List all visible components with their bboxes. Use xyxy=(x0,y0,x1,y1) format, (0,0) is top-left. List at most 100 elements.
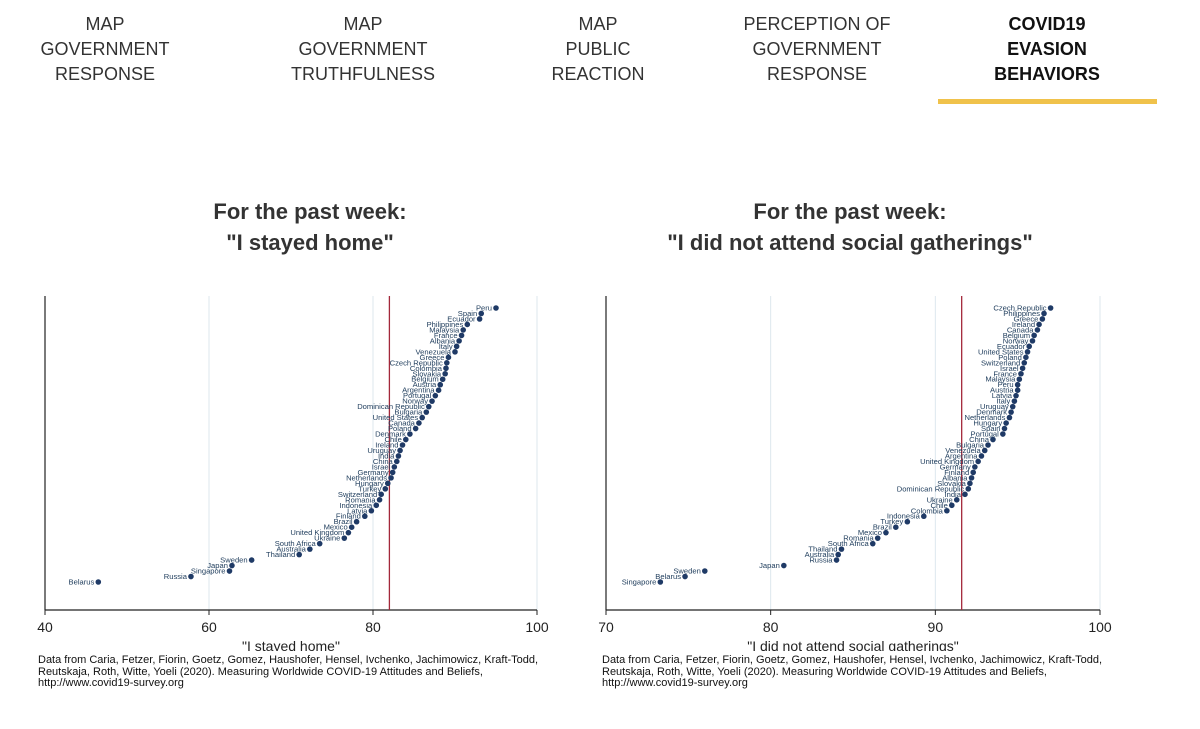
data-point xyxy=(835,551,841,558)
nav-label-line: RESPONSE xyxy=(766,64,868,84)
active-tab-underline xyxy=(938,99,1157,104)
data-point xyxy=(968,475,975,481)
data-point xyxy=(307,546,313,552)
data-point xyxy=(397,447,403,454)
data-point xyxy=(464,321,471,328)
nav-label-line: MAP xyxy=(578,14,618,34)
data-point xyxy=(296,551,303,558)
data-point xyxy=(399,442,406,448)
chart-title-stayed-home: For the past week: "I stayed home" xyxy=(60,196,560,258)
point-label: Singapore xyxy=(622,578,657,587)
data-point xyxy=(1041,310,1047,317)
point-label: Spain xyxy=(458,309,477,318)
data-point xyxy=(389,469,396,476)
point-label: Bulgaria xyxy=(394,408,423,417)
x-axis-label: "I stayed home" xyxy=(242,638,340,651)
nav-label-line: MAP xyxy=(85,14,125,34)
data-point xyxy=(248,557,255,563)
point-label: Portugal xyxy=(971,430,1000,439)
data-point xyxy=(874,535,881,541)
point-label: Colombia xyxy=(410,364,443,373)
data-point xyxy=(1014,387,1021,393)
point-label: Ecuador xyxy=(447,314,476,323)
data-point xyxy=(95,579,102,585)
data-point xyxy=(978,453,985,459)
data-point xyxy=(456,338,462,344)
source-line: http://www.covid19-survey.org xyxy=(602,677,748,689)
data-point xyxy=(990,436,996,443)
data-point xyxy=(1014,381,1021,388)
point-label: France xyxy=(993,369,1017,378)
point-label: Ecuador xyxy=(997,342,1026,351)
data-point xyxy=(1036,321,1042,328)
point-label: United States xyxy=(978,347,1024,356)
x-tick-label: 80 xyxy=(365,619,381,635)
point-label: Norway xyxy=(402,397,428,406)
nav-label-line: MAP xyxy=(343,14,383,34)
point-label: Czech Republic xyxy=(390,358,443,367)
data-point xyxy=(967,480,973,487)
data-point xyxy=(419,414,426,421)
nav-label-line: GOVERNMENT xyxy=(752,39,882,59)
point-label: Switzerland xyxy=(338,490,377,499)
nav-perception-of-government-response[interactable]: PERCEPTION OF GOVERNMENT RESPONSE xyxy=(727,12,907,87)
point-label: Venezuela xyxy=(416,347,452,356)
data-point xyxy=(965,486,972,492)
stayed-home-dot-plot: 40 60 80 100 "I stayed home" PeruSpainEcuador… xyxy=(37,296,549,651)
point-label: Canada xyxy=(388,419,415,428)
nav-map-government-response[interactable]: MAP GOVERNMENT RESPONSE xyxy=(20,12,190,87)
data-point xyxy=(444,360,450,366)
point-label: India xyxy=(945,490,962,499)
nav-label-line: PUBLIC xyxy=(565,39,631,59)
nav-map-public-reaction[interactable]: MAP PUBLIC REACTION xyxy=(528,12,668,87)
point-label: South Africa xyxy=(275,539,317,548)
nav-label-line: REACTION xyxy=(551,64,645,84)
point-label: United States xyxy=(373,413,419,422)
data-point xyxy=(373,502,380,509)
point-label: Brazil xyxy=(873,523,892,532)
point-label: Sweden xyxy=(673,567,700,576)
data-point xyxy=(393,458,400,465)
point-label: Uruguay xyxy=(980,402,1009,411)
data-point xyxy=(949,502,955,509)
point-label: Brazil xyxy=(334,517,353,526)
data-point xyxy=(657,579,664,585)
point-label: Australia xyxy=(276,545,306,554)
title-line: For the past week: xyxy=(753,199,947,224)
point-label: Hungary xyxy=(355,479,384,488)
point-label: Sweden xyxy=(220,556,247,565)
top-navigation: MAP GOVERNMENT RESPONSE MAP GOVERNMENT T… xyxy=(0,0,1200,110)
data-point xyxy=(229,562,235,569)
source-line: Reutskaja, Roth, Witte, Yoeli (2020). Me… xyxy=(602,665,1047,678)
data-point xyxy=(435,387,442,393)
nav-map-government-truthfulness[interactable]: MAP GOVERNMENT TRUTHFULNESS xyxy=(278,12,448,87)
data-point xyxy=(972,464,978,470)
data-point xyxy=(985,442,991,448)
data-point xyxy=(1034,327,1041,333)
data-point xyxy=(478,310,485,317)
point-label: Slovakia xyxy=(937,479,966,488)
point-label: Finland xyxy=(336,512,361,521)
data-point xyxy=(1011,398,1018,404)
data-source-note-left: Data from Caria, Fetzer, Fiorin, Goetz, … xyxy=(38,654,538,690)
point-label: Czech Republic xyxy=(993,304,1046,313)
nav-label-line: GOVERNMENT xyxy=(40,39,170,59)
point-label: Indonesia xyxy=(887,512,921,521)
point-label: United Kingdom xyxy=(920,457,974,466)
x-axis-label: "I did not attend social gatherings" xyxy=(747,638,959,651)
point-label: Japan xyxy=(759,561,780,570)
point-label: Ireland xyxy=(1012,320,1035,329)
point-label: Ukraine xyxy=(927,495,953,504)
data-point xyxy=(1009,403,1016,410)
data-point xyxy=(348,524,355,530)
point-label: Greece xyxy=(1013,314,1038,323)
data-point xyxy=(1039,316,1046,322)
source-line: Reutskaja, Roth, Witte, Yoeli (2020). Me… xyxy=(38,665,483,678)
data-point xyxy=(439,376,446,383)
point-label: Spain xyxy=(981,424,1000,433)
point-label: Netherlands xyxy=(346,473,387,482)
point-label: Peru xyxy=(476,304,492,313)
data-point xyxy=(1000,431,1006,437)
nav-covid19-evasion-behaviors[interactable]: COVID19 EVASION BEHAVIORS xyxy=(962,12,1132,87)
point-label: Belgium xyxy=(1003,331,1030,340)
